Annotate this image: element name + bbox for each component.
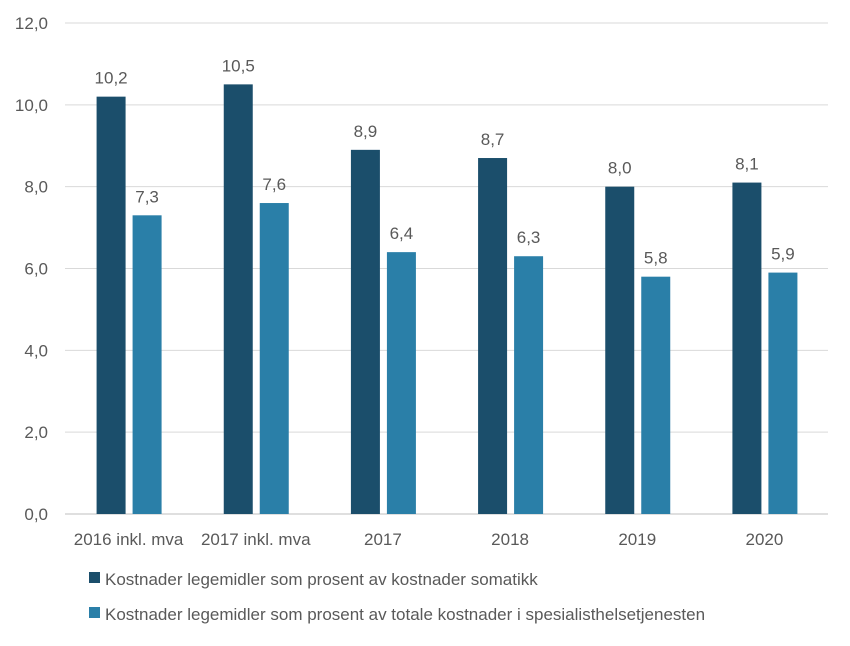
bar-series1 [96, 96, 126, 515]
data-label: 8,9 [354, 122, 378, 141]
y-tick-label: 4,0 [24, 341, 48, 360]
bar-series1 [732, 182, 762, 514]
legend-swatch [89, 572, 100, 583]
data-label: 5,9 [771, 245, 795, 264]
bar-series2 [514, 256, 544, 514]
y-tick-label: 6,0 [24, 260, 48, 279]
bar-series2 [386, 252, 416, 514]
data-label: 7,3 [135, 187, 159, 206]
legend-swatch [89, 607, 100, 618]
legend-label: Kostnader legemidler som prosent av tota… [105, 605, 705, 624]
x-tick-label: 2017 [364, 530, 402, 549]
x-tick-label: 2016 inkl. mva [74, 530, 184, 549]
bar-series1 [478, 158, 508, 514]
data-label: 8,0 [608, 159, 632, 178]
bar-series2 [768, 272, 798, 514]
data-label: 7,6 [262, 175, 286, 194]
y-tick-label: 2,0 [24, 423, 48, 442]
bar-series1 [350, 149, 380, 514]
bar-series2 [132, 215, 162, 514]
data-label: 8,1 [735, 155, 759, 174]
bar-series1 [605, 186, 635, 514]
data-label: 6,3 [517, 228, 541, 247]
y-tick-label: 8,0 [24, 178, 48, 197]
data-label: 5,8 [644, 249, 668, 268]
x-tick-label: 2017 inkl. mva [201, 530, 311, 549]
y-tick-label: 10,0 [15, 96, 48, 115]
x-tick-label: 2019 [618, 530, 656, 549]
y-tick-label: 0,0 [24, 505, 48, 524]
data-label: 10,5 [222, 56, 255, 75]
bar-series2 [641, 276, 671, 514]
data-label: 6,4 [390, 224, 414, 243]
x-tick-label: 2020 [746, 530, 784, 549]
y-tick-label: 12,0 [15, 14, 48, 33]
legend-label: Kostnader legemidler som prosent av kost… [105, 570, 538, 589]
x-tick-label: 2018 [491, 530, 529, 549]
data-label: 10,2 [95, 69, 128, 88]
bar-series2 [259, 203, 289, 515]
bar-series1 [223, 84, 253, 514]
data-label: 8,7 [481, 130, 505, 149]
